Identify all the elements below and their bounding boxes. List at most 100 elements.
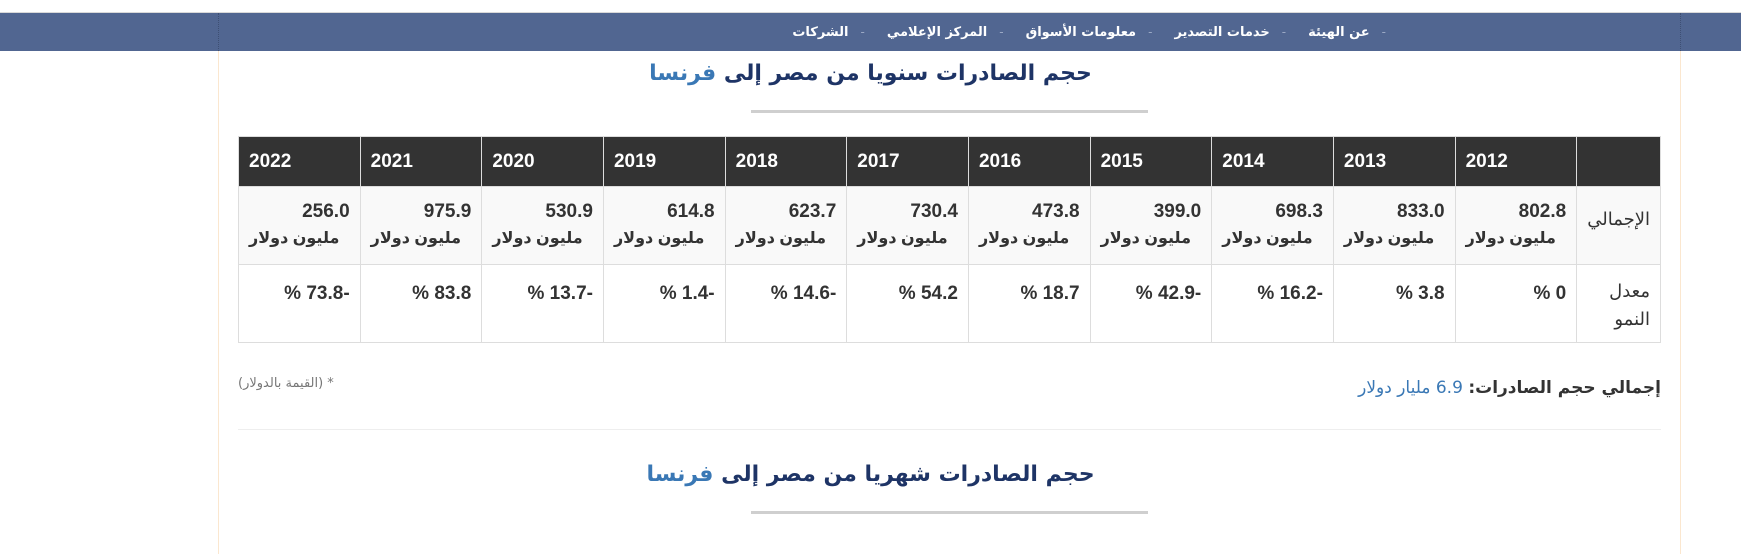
growth-cell: % 1.4- — [602, 264, 726, 343]
growth-cell: % 14.6- — [724, 264, 848, 343]
main-navbar: - عن الهيئة - خدمات التصدير - معلومات ال… — [0, 13, 1741, 51]
title-text: حجم الصادرات سنويا من مصر إلى — [716, 61, 1092, 86]
growth-cell: % 73.8- — [238, 264, 361, 343]
year-header: 2016 — [967, 136, 1091, 187]
total-cell: 730.4 مليون دولار — [846, 186, 969, 265]
nav-item-about[interactable]: - عن الهيئة — [1308, 25, 1386, 40]
nav-divider — [218, 13, 220, 51]
dash-icon: - — [1148, 25, 1153, 39]
total-value: 473.8 — [1032, 201, 1080, 222]
year-header: 2015 — [1089, 136, 1213, 187]
nav-item-companies[interactable]: - الشركات — [792, 25, 865, 40]
growth-value: % 3.8 — [1395, 283, 1445, 304]
title-underline — [751, 110, 1148, 113]
total-cell: 399.0 مليون دولار — [1089, 186, 1213, 265]
annual-exports-title: حجم الصادرات سنويا من مصر إلى فرنسا — [0, 61, 1741, 86]
annual-exports-table: 2012 2013 2014 2015 2016 2017 2018 2019 … — [238, 136, 1661, 343]
growth-value: % 18.7 — [1020, 283, 1080, 304]
year-header: 2014 — [1211, 136, 1334, 187]
header-label-cell — [1576, 136, 1661, 187]
year-header: 2012 — [1454, 136, 1578, 187]
unit-label: مليون دولار — [1222, 230, 1313, 247]
growth-cell: % 54.2 — [846, 264, 969, 343]
growth-cell: % 13.7- — [481, 264, 604, 343]
growth-value: % 42.9- — [1135, 283, 1202, 304]
total-cell: 256.0 مليون دولار — [238, 186, 361, 265]
total-cell: 802.8 مليون دولار — [1454, 186, 1578, 265]
total-value: 698.3 — [1275, 201, 1323, 222]
year-header: 2020 — [481, 136, 604, 187]
nav-menu: - عن الهيئة - خدمات التصدير - معلومات ال… — [770, 13, 1386, 51]
title-country: فرنسا — [649, 61, 717, 86]
growth-cell: % 0 — [1454, 264, 1578, 343]
growth-value: % 83.8 — [412, 283, 472, 304]
growth-value: % 14.6- — [770, 283, 837, 304]
unit-label: مليون دولار — [1343, 230, 1435, 247]
total-exports-summary: إجمالي حجم الصادرات: 6.9 مليار دولار — [1358, 378, 1661, 398]
total-value: 730.4 — [910, 201, 958, 222]
currency-note: * (القيمة بالدولار) — [238, 376, 334, 391]
year-header: 2022 — [238, 136, 361, 187]
total-value: 975.9 — [423, 201, 472, 222]
nav-item-export-services[interactable]: - خدمات التصدير — [1174, 25, 1286, 40]
total-value: 802.8 — [1518, 201, 1567, 222]
growth-cell: % 18.7 — [967, 264, 1091, 343]
total-value: 833.0 — [1397, 201, 1445, 222]
growth-value: % 16.2- — [1257, 283, 1323, 304]
section-divider — [238, 429, 1661, 430]
dash-icon: - — [999, 25, 1004, 39]
title-text: حجم الصادرات شهريا من مصر إلى — [713, 462, 1095, 487]
container-border — [1680, 51, 1681, 554]
nav-divider — [1680, 13, 1682, 51]
total-cell: 975.9 مليون دولار — [359, 186, 483, 265]
container-border — [218, 51, 219, 554]
dash-icon: - — [1281, 25, 1287, 39]
growth-cell: % 42.9- — [1089, 264, 1213, 343]
nav-item-label: الشركات — [792, 24, 849, 40]
total-value: 623.7 — [788, 201, 837, 222]
growth-value: % 1.4- — [659, 283, 715, 304]
unit-label: مليون دولار — [249, 230, 340, 247]
total-value: 530.9 — [545, 201, 593, 222]
total-cell: 530.9 مليون دولار — [481, 186, 604, 265]
table-row-growth: معدل النمو % 0 % 3.8 % 16.2- % 42.9- % 1… — [238, 264, 1661, 343]
monthly-exports-title: حجم الصادرات شهريا من مصر إلى فرنسا — [0, 462, 1741, 487]
table-header-row: 2012 2013 2014 2015 2016 2017 2018 2019 … — [238, 136, 1661, 187]
nav-item-label: عن الهيئة — [1308, 24, 1370, 40]
year-header: 2017 — [846, 136, 969, 187]
total-value: 614.8 — [667, 201, 715, 222]
table-row-total: الإجمالي 802.8 مليون دولار 833.0 مليون دول… — [238, 186, 1661, 265]
nav-item-label: معلومات الأسواق — [1025, 24, 1137, 40]
nav-item-label: المركز الإعلامي — [886, 24, 988, 40]
row-label-total: الإجمالي — [1576, 186, 1661, 265]
unit-label: مليون دولار — [1465, 230, 1556, 247]
total-cell: 614.8 مليون دولار — [602, 186, 726, 265]
growth-value: % 54.2 — [898, 283, 958, 304]
growth-value: % 0 — [1533, 283, 1567, 304]
total-exports-value: 6.9 مليار دولار — [1358, 378, 1469, 398]
year-header: 2018 — [724, 136, 848, 187]
total-cell: 698.3 مليون دولار — [1211, 186, 1334, 265]
unit-label: مليون دولار — [857, 230, 948, 247]
growth-cell: % 16.2- — [1211, 264, 1334, 343]
growth-value: % 13.7- — [527, 283, 593, 304]
title-underline — [751, 511, 1148, 514]
growth-cell: % 3.8 — [1332, 264, 1456, 343]
total-cell: 833.0 مليون دولار — [1332, 186, 1456, 265]
title-country: فرنسا — [646, 462, 714, 487]
nav-item-market-info[interactable]: - معلومات الأسواق — [1026, 25, 1153, 40]
unit-label: مليون دولار — [735, 230, 827, 247]
year-header: 2021 — [359, 136, 483, 187]
row-label-growth: معدل النمو — [1576, 264, 1661, 343]
page-top-gap — [0, 0, 1741, 13]
growth-value: % 73.8- — [284, 283, 350, 304]
total-cell: 473.8 مليون دولار — [967, 186, 1091, 265]
nav-item-label: خدمات التصدير — [1174, 24, 1270, 40]
unit-label: مليون دولار — [1100, 230, 1191, 247]
nav-item-media-center[interactable]: - المركز الإعلامي — [887, 25, 1004, 40]
unit-label: مليون دولار — [613, 230, 705, 247]
growth-cell: % 83.8 — [359, 264, 483, 343]
unit-label: مليون دولار — [978, 230, 1070, 247]
dash-icon: - — [1381, 25, 1386, 39]
total-value: 256.0 — [302, 201, 350, 222]
